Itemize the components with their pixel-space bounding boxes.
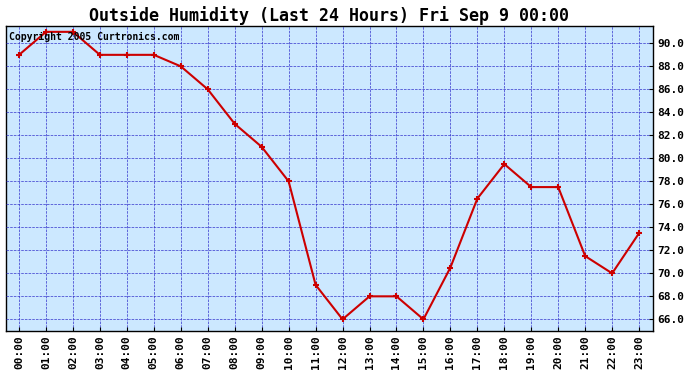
Title: Outside Humidity (Last 24 Hours) Fri Sep 9 00:00: Outside Humidity (Last 24 Hours) Fri Sep… bbox=[89, 6, 569, 24]
Text: Copyright 2005 Curtronics.com: Copyright 2005 Curtronics.com bbox=[9, 32, 179, 42]
